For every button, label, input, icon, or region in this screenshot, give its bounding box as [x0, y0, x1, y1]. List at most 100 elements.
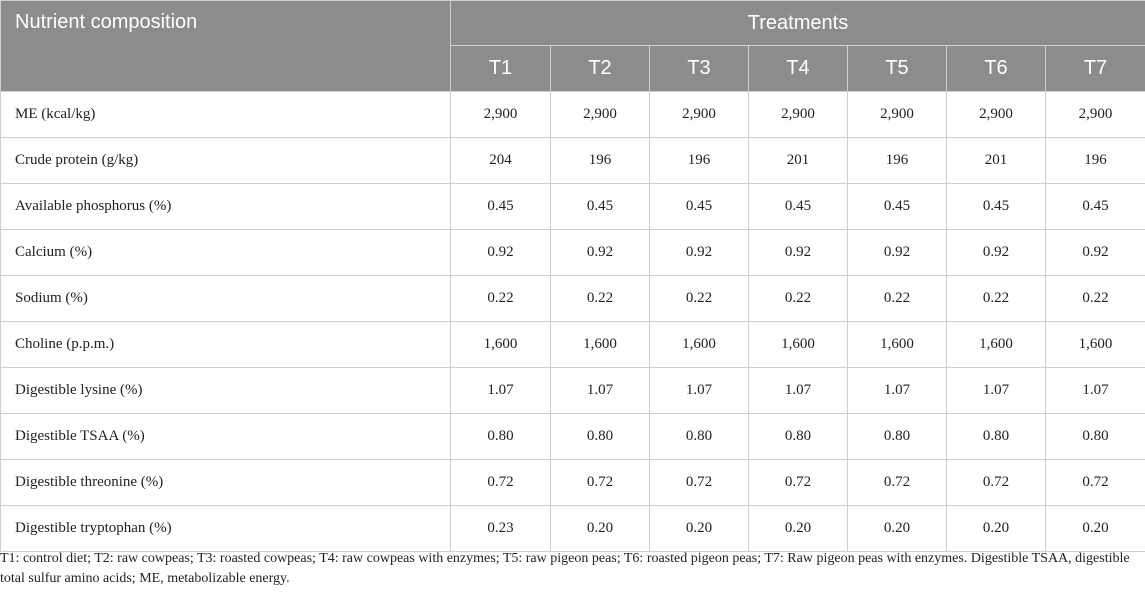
table-body: ME (kcal/kg) 2,900 2,900 2,900 2,900 2,900 2,9… [0, 91, 1145, 552]
value-cell: 0.72 [847, 459, 947, 506]
value-cell: 196 [649, 137, 749, 184]
value-cell: 201 [748, 137, 848, 184]
value-cell: 0.20 [847, 505, 947, 552]
value-cell: 1,600 [748, 321, 848, 368]
value-cell: 0.20 [748, 505, 848, 552]
value-cell: 0.20 [1044, 505, 1145, 552]
value-cell: 196 [550, 137, 650, 184]
value-cell: 0.45 [550, 183, 650, 230]
value-cell: 0.22 [946, 275, 1046, 322]
treatment-header: T7 [1044, 45, 1145, 92]
value-cell: 2,900 [450, 91, 551, 138]
nutrient-table: Nutrient composition Treatments T1 T2 T3… [0, 0, 1145, 552]
value-cell: 1,600 [450, 321, 551, 368]
table-row: Crude protein (g/kg) 204 196 196 201 196 201 19… [0, 137, 1145, 184]
value-cell: 0.80 [847, 413, 947, 460]
value-cell: 0.20 [946, 505, 1046, 552]
value-cell: 1,600 [946, 321, 1046, 368]
value-cell: 0.92 [847, 229, 947, 276]
value-cell: 0.22 [1044, 275, 1145, 322]
nutrient-label: Available phosphorus (%) [0, 183, 451, 230]
value-cell: 0.92 [748, 229, 848, 276]
value-cell: 0.92 [946, 229, 1046, 276]
value-cell: 0.45 [450, 183, 551, 230]
value-cell: 0.20 [649, 505, 749, 552]
value-cell: 0.20 [550, 505, 650, 552]
nutrient-label: Digestible TSAA (%) [0, 413, 451, 460]
value-cell: 1.07 [450, 367, 551, 414]
value-cell: 0.72 [1044, 459, 1145, 506]
table-row: Calcium (%) 0.92 0.92 0.92 0.92 0.92 0.92 0.92 [0, 229, 1145, 276]
value-cell: 0.80 [748, 413, 848, 460]
value-cell: 0.22 [649, 275, 749, 322]
nutrient-label: Calcium (%) [0, 229, 451, 276]
value-cell: 0.80 [1044, 413, 1145, 460]
table-row: Digestible tryptophan (%) 0.23 0.20 0.20 0.2… [0, 505, 1145, 552]
value-cell: 0.72 [450, 459, 551, 506]
value-cell: 0.45 [946, 183, 1046, 230]
value-cell: 0.45 [847, 183, 947, 230]
table-row: Available phosphorus (%) 0.45 0.45 0.45 0.45… [0, 183, 1145, 230]
value-cell: 201 [946, 137, 1046, 184]
value-cell: 1.07 [847, 367, 947, 414]
value-cell: 196 [1044, 137, 1145, 184]
treatment-header: T5 [847, 45, 947, 92]
value-cell: 1.07 [748, 367, 848, 414]
value-cell: 0.92 [1044, 229, 1145, 276]
treatment-header: T6 [946, 45, 1046, 92]
treatment-header: T3 [649, 45, 749, 92]
nutrient-label: ME (kcal/kg) [0, 91, 451, 138]
value-cell: 1.07 [946, 367, 1046, 414]
treatment-header: T4 [748, 45, 848, 92]
value-cell: 0.72 [649, 459, 749, 506]
value-cell: 1.07 [550, 367, 650, 414]
table-row: Choline (p.p.m.) 1,600 1,600 1,600 1,600 1,60… [0, 321, 1145, 368]
table-row: Sodium (%) 0.22 0.22 0.22 0.22 0.22 0.22 0.22 [0, 275, 1145, 322]
table-row: Digestible lysine (%) 1.07 1.07 1.07 1.07 1.0… [0, 367, 1145, 414]
value-cell: 0.80 [649, 413, 749, 460]
nutrient-label: Digestible lysine (%) [0, 367, 451, 414]
value-cell: 2,900 [550, 91, 650, 138]
treatment-header: T1 [450, 45, 551, 92]
value-cell: 0.45 [649, 183, 749, 230]
value-cell: 0.45 [748, 183, 848, 230]
value-cell: 2,900 [748, 91, 848, 138]
value-cell: 0.23 [450, 505, 551, 552]
treatments-header: Treatments [449, 0, 1145, 46]
value-cell: 0.22 [450, 275, 551, 322]
nutrient-label: Sodium (%) [0, 275, 451, 322]
value-cell: 0.22 [847, 275, 947, 322]
value-cell: 0.72 [550, 459, 650, 506]
value-cell: 0.80 [450, 413, 551, 460]
nutrient-label: Digestible threonine (%) [0, 459, 451, 506]
table-row: Digestible TSAA (%) 0.80 0.80 0.80 0.80 0.80 0… [0, 413, 1145, 460]
nutrient-label: Digestible tryptophan (%) [0, 505, 451, 552]
value-cell: 0.22 [748, 275, 848, 322]
table-row: Digestible threonine (%) 0.72 0.72 0.72 0.72… [0, 459, 1145, 506]
value-cell: 1,600 [1044, 321, 1145, 368]
value-cell: 0.72 [946, 459, 1046, 506]
value-cell: 1,600 [847, 321, 947, 368]
value-cell: 1.07 [649, 367, 749, 414]
value-cell: 2,900 [847, 91, 947, 138]
value-cell: 2,900 [1044, 91, 1145, 138]
value-cell: 196 [847, 137, 947, 184]
value-cell: 204 [450, 137, 551, 184]
value-cell: 1.07 [1044, 367, 1145, 414]
table-row: ME (kcal/kg) 2,900 2,900 2,900 2,900 2,900 2,9… [0, 91, 1145, 138]
value-cell: 1,600 [550, 321, 650, 368]
value-cell: 0.22 [550, 275, 650, 322]
nutrient-label: Crude protein (g/kg) [0, 137, 451, 184]
treatment-header: T2 [550, 45, 650, 92]
value-cell: 0.92 [450, 229, 551, 276]
value-cell: 1,600 [649, 321, 749, 368]
table-footnote: T1: control diet; T2: raw cowpeas; T3: r… [0, 551, 1130, 586]
value-cell: 0.92 [550, 229, 650, 276]
value-cell: 0.72 [748, 459, 848, 506]
nutrient-composition-header: Nutrient composition [0, 0, 451, 92]
value-cell: 0.80 [550, 413, 650, 460]
value-cell: 0.45 [1044, 183, 1145, 230]
value-cell: 2,900 [649, 91, 749, 138]
value-cell: 0.92 [649, 229, 749, 276]
nutrient-label: Choline (p.p.m.) [0, 321, 451, 368]
